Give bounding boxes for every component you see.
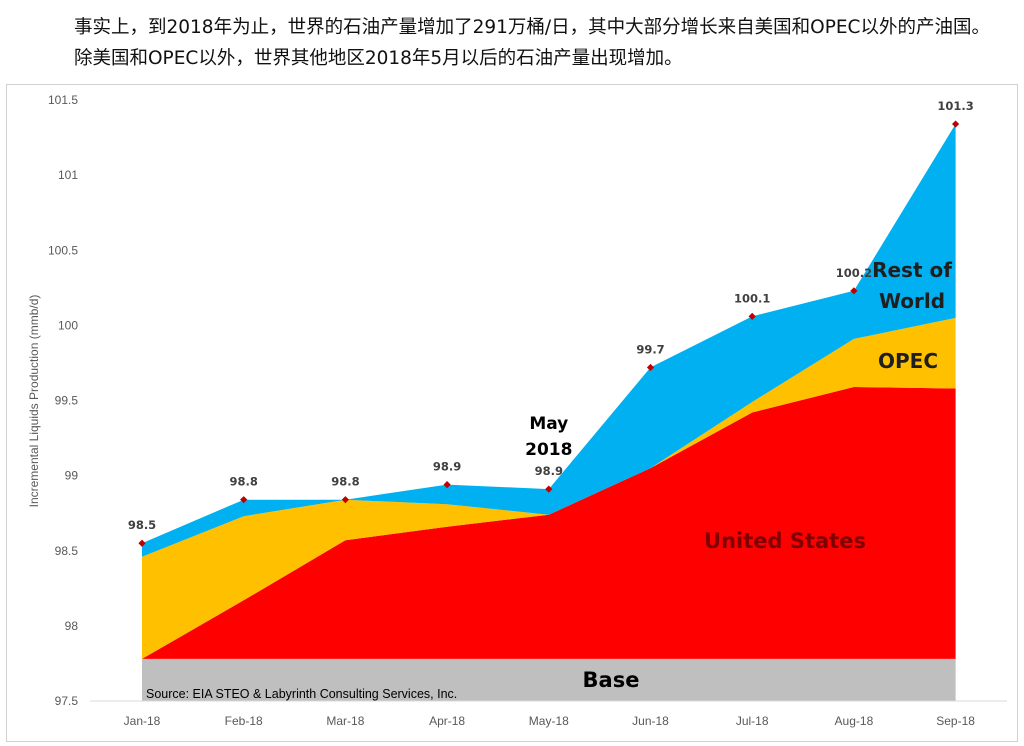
y-tick-label: 100.5 [48,243,78,257]
total-value-label: 98.9 [535,464,563,478]
base-label: Base [583,668,640,692]
y-tick-label: 99 [65,469,79,483]
x-tick-label: Jan-18 [124,714,161,728]
x-tick-label: Apr-18 [429,714,465,728]
x-tick-label: Feb-18 [225,714,263,728]
chart-frame: 97.5 98 98.5 99 99.5 100 100.5 101 101.5 Jan-18 F… [6,84,1018,742]
total-value-labels: 98.5 98.8 98.8 98.9 98.9 99.7 100.1 100.2 101.3 [128,99,974,532]
total-value-label: 100.2 [836,266,872,280]
rest-of-world-label: Rest of World [872,258,952,313]
opec-area [142,317,956,659]
y-tick-label: 99.5 [55,394,79,408]
total-value-label: 98.8 [331,475,359,489]
total-marker [952,120,960,128]
united-states-area [142,387,956,659]
y-tick-label: 98 [65,619,79,633]
y-tick-labels: 97.5 98 98.5 99 99.5 100 100.5 101 101.5 [48,93,78,708]
source-note: Source: EIA STEO & Labyrinth Consulting … [146,687,457,701]
total-marker [443,481,451,489]
stacked-area-chart: 97.5 98 98.5 99 99.5 100 100.5 101 101.5 Jan-18 F… [27,93,1007,728]
x-tick-label: Jun-18 [632,714,669,728]
total-marker [138,539,146,547]
total-value-label: 98.9 [433,460,461,474]
total-markers [138,120,960,547]
total-marker [545,485,553,493]
united-states-label: United States [704,529,866,553]
x-tick-label: Sep-18 [936,714,975,728]
total-marker [240,496,248,504]
total-value-label: 99.7 [636,342,664,356]
area-layers [142,124,956,701]
total-value-label: 100.1 [734,291,770,305]
y-tick-label: 101.5 [48,93,78,107]
x-tick-label: May-18 [529,714,569,728]
total-marker [850,287,858,295]
total-value-label: 101.3 [937,99,973,113]
total-marker [748,312,756,320]
y-tick-label: 97.5 [55,694,79,708]
x-tick-label: Mar-18 [326,714,364,728]
y-axis-title: Incremental Liquids Production (mmb/d) [27,295,41,508]
total-marker [646,363,655,372]
total-value-label: 98.5 [128,518,156,532]
intro-paragraph: 事实上，到2018年为止，世界的石油产量增加了291万桶/日，其中大部分增长来自… [74,17,990,69]
y-tick-label: 101 [58,168,78,182]
base-area [142,658,956,701]
may-2018-annotation: May 2018 [525,414,572,460]
x-tick-label: Jul-18 [736,714,769,728]
total-marker [341,496,349,504]
y-tick-label: 98.5 [55,544,79,558]
x-tick-labels: Jan-18 Feb-18 Mar-18 Apr-18 May-18 Jun-18 Jul-… [124,714,976,728]
rest-of-world-area [142,124,956,557]
x-tick-label: Aug-18 [835,714,874,728]
total-value-label: 98.8 [230,475,258,489]
y-tick-label: 100 [58,318,78,332]
opec-label: OPEC [878,349,938,373]
